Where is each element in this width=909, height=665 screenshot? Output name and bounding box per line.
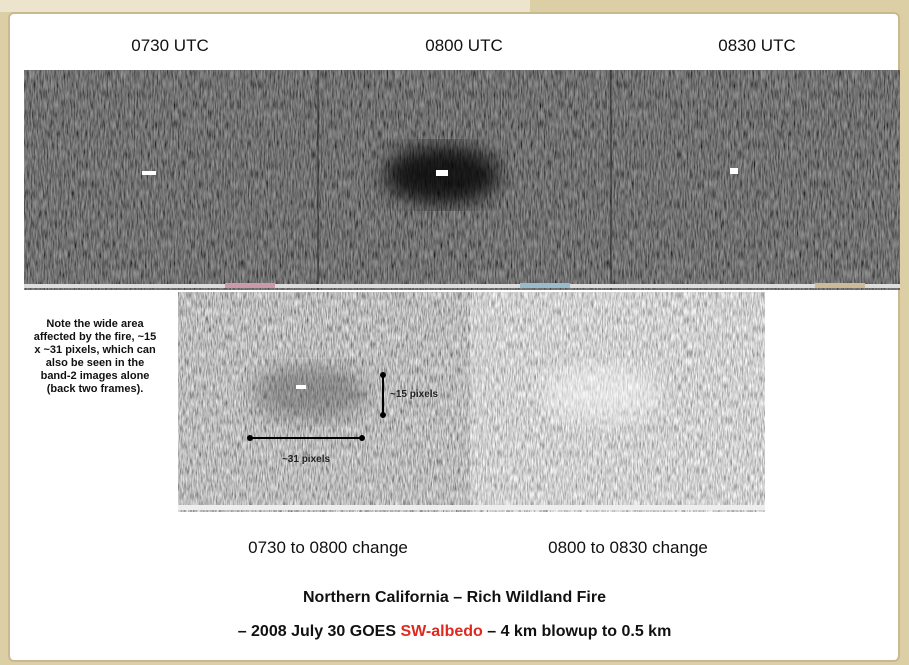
color-bar xyxy=(815,283,865,288)
subtitle-text: – 2008 July 30 GOES xyxy=(237,623,401,640)
measure-end xyxy=(359,435,365,441)
color-bar xyxy=(24,284,900,288)
color-bar xyxy=(225,283,275,288)
fire-pixel xyxy=(436,170,448,176)
fire-pixel xyxy=(730,168,738,174)
subtitle: – 2008 July 30 GOES SW-albedo – 4 km blo… xyxy=(0,623,909,641)
measure-end xyxy=(380,372,386,378)
measure-end xyxy=(380,412,386,418)
color-bar xyxy=(178,505,765,510)
affected-area xyxy=(540,365,660,421)
frame-label: 0830 UTC xyxy=(718,36,796,55)
measure-end xyxy=(247,435,253,441)
note: Note the wide area affected by the fire,… xyxy=(33,318,157,395)
change-label: 0800 to 0830 change xyxy=(548,538,708,557)
annotation: ~31 pixels xyxy=(282,454,331,465)
change-images: ~15 pixels ~31 pixels xyxy=(178,292,765,512)
top-images xyxy=(24,70,900,290)
highlight: SW-albedo xyxy=(400,623,483,640)
color-bar xyxy=(520,283,570,288)
title: Northern California – Rich Wildland Fire xyxy=(303,589,606,606)
frame-label: 0730 UTC xyxy=(131,36,209,55)
top-strip xyxy=(0,0,530,12)
subtitle-text: – 4 km blowup to 0.5 km xyxy=(482,623,672,640)
annotation: ~15 pixels xyxy=(390,389,439,400)
fire-pixel xyxy=(142,171,156,175)
change-label: 0730 to 0800 change xyxy=(248,538,408,557)
affected-area xyxy=(252,365,368,421)
frame-label: 0800 UTC xyxy=(425,36,503,55)
fire-pixel xyxy=(296,385,306,389)
